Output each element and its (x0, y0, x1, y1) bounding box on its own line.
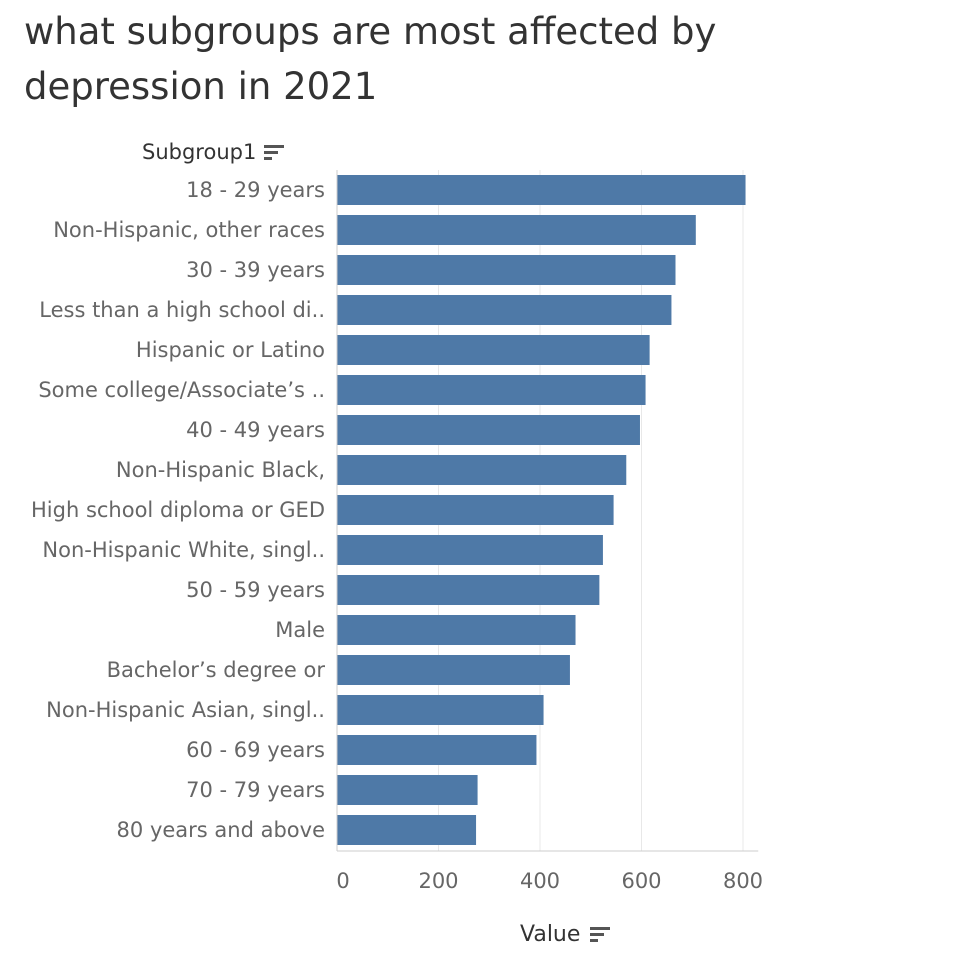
bar (337, 175, 746, 205)
category-label: Some college/Associate’s .. (38, 378, 325, 402)
x-tick-label: 600 (621, 869, 661, 893)
category-label: 40 - 49 years (186, 418, 325, 442)
y-axis-header[interactable]: Subgroup1 (142, 140, 285, 164)
x-tick-label: 800 (723, 869, 763, 893)
bar (337, 335, 650, 365)
bar (337, 655, 570, 685)
category-label: Non-Hispanic Asian, singl.. (46, 698, 325, 722)
bar (337, 375, 646, 405)
y-axis-header-label: Subgroup1 (142, 140, 257, 164)
category-label: Non-Hispanic Black, (116, 458, 325, 482)
bar (337, 215, 696, 245)
category-label: 70 - 79 years (186, 778, 325, 802)
bar (337, 535, 603, 565)
category-label: 60 - 69 years (186, 738, 325, 762)
category-label: 30 - 39 years (186, 258, 325, 282)
bar (337, 735, 537, 765)
category-label: 80 years and above (117, 818, 325, 842)
chart-title: what subgroups are most affected by depr… (24, 10, 717, 108)
x-tick-label: 400 (520, 869, 560, 893)
sort-descending-icon[interactable] (264, 144, 285, 160)
x-tick-label: 200 (418, 869, 458, 893)
x-tick-label: 0 (336, 869, 349, 893)
bar (337, 255, 676, 285)
bar (337, 775, 478, 805)
category-label: Non-Hispanic White, singl.. (42, 538, 325, 562)
category-label: 18 - 29 years (186, 178, 325, 202)
bar (337, 695, 544, 725)
category-label: Less than a high school di.. (39, 298, 325, 322)
x-axis-header[interactable]: Value (520, 922, 611, 947)
bar (337, 455, 627, 485)
bar (337, 295, 672, 325)
sort-descending-icon[interactable] (590, 927, 611, 942)
category-label: Bachelor’s degree or (107, 658, 326, 682)
bar (337, 615, 576, 645)
category-label: 50 - 59 years (186, 578, 325, 602)
bar (337, 415, 640, 445)
x-axis-header-label: Value (520, 922, 581, 947)
category-label: Male (275, 618, 325, 642)
bar (337, 495, 614, 525)
category-label: Non-Hispanic, other races (53, 218, 325, 242)
bar (337, 815, 477, 845)
bar (337, 575, 600, 605)
category-label: Hispanic or Latino (136, 338, 325, 362)
category-label: High school diploma or GED (31, 498, 325, 522)
